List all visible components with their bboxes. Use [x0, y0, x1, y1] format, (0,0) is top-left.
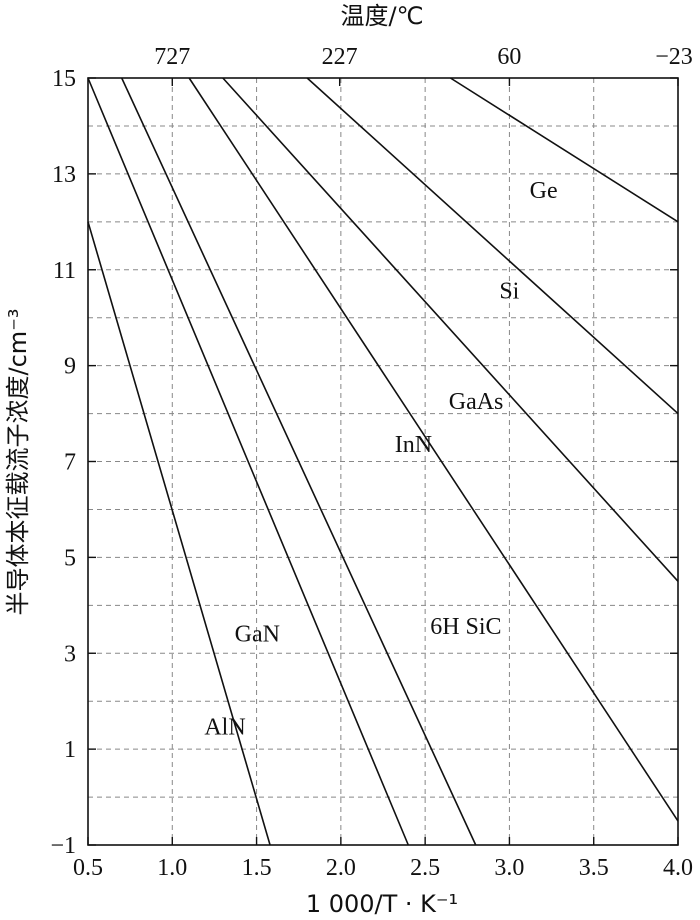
series-line-gaas: [222, 77, 679, 582]
plot-frame: [87, 77, 679, 846]
x-tick-label: 1.0: [157, 855, 187, 881]
series-line-si: [306, 77, 679, 415]
x-tick-label: 3.0: [494, 855, 524, 881]
y-tick-label: 1: [64, 737, 76, 763]
y-tick-label: 5: [64, 545, 76, 571]
series-label-aln: AlN: [204, 715, 245, 741]
series-line-6h-sic: [120, 77, 477, 846]
y-tick-label: 3: [64, 641, 76, 667]
series-label-gan: GaN: [235, 621, 280, 647]
y-tick-label: 13: [52, 162, 76, 188]
series-label-gaas: GaAs: [449, 389, 504, 415]
y-tick-label: 15: [52, 66, 76, 92]
top-axis-title: 温度/℃: [340, 2, 423, 30]
y-tick-label: 11: [53, 258, 76, 284]
x-tick-label: 4.0: [663, 855, 693, 881]
x-tick-label: 2.5: [410, 855, 440, 881]
series-label-si: Si: [499, 279, 519, 305]
y-axis-title: 半导体本征载流子浓度/cm⁻³: [4, 309, 32, 616]
series-label-inn: InN: [395, 432, 432, 458]
series-lines: [87, 77, 679, 846]
series-label-6h-sic: 6H SiC: [430, 614, 501, 640]
grid: [88, 78, 678, 845]
x-tick-label: 2.0: [326, 855, 356, 881]
top-tick-label: −23: [655, 44, 693, 70]
series-label-ge: Ge: [530, 178, 558, 204]
y-tick-label: −1: [50, 833, 76, 859]
labels: 0.5 1.0 1.5 2.0 2.5 3.0 3.5 4.0−113579111315727…: [50, 44, 693, 881]
x-tick-label: 0.5: [73, 855, 103, 881]
y-tick-label: 9: [64, 354, 76, 380]
x-axis-title: 1 000/T · K⁻¹: [306, 890, 458, 918]
x-tick-label: 1.5: [242, 855, 272, 881]
series-line-gan: [87, 77, 410, 846]
axis-ticks: [87, 77, 679, 846]
series-line-ge: [450, 77, 679, 223]
series-line-inn: [188, 77, 679, 822]
series-line-aln: [87, 221, 271, 846]
y-tick-label: 7: [64, 450, 76, 476]
top-tick-label: 60: [497, 44, 521, 70]
top-tick-label: 227: [322, 44, 358, 70]
top-tick-label: 727: [154, 44, 190, 70]
x-tick-label: 3.5: [579, 855, 609, 881]
